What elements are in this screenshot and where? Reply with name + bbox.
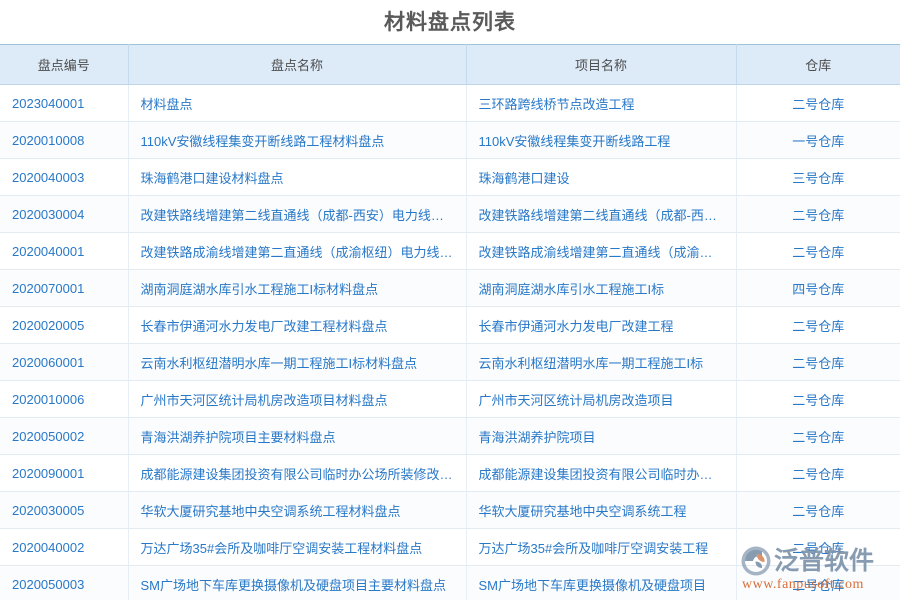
cell-code[interactable]: 2020040001 (0, 232, 129, 270)
cell-warehouse[interactable]: 二号仓库 (736, 565, 900, 600)
page-title: 材料盘点列表 (384, 10, 516, 34)
cell-project[interactable]: 湖南洞庭湖水库引水工程施工I标 (466, 269, 737, 307)
cell-project[interactable]: 华软大厦研究基地中央空调系统工程 (466, 491, 737, 529)
cell-code[interactable]: 2020010006 (0, 380, 129, 418)
column-header-code[interactable]: 盘点编号 (0, 44, 129, 85)
cell-warehouse[interactable]: 三号仓库 (736, 158, 900, 196)
table-row[interactable]: 2020090001 成都能源建设集团投资有限公司临时办公场所装修改… 成都能源建设… (0, 454, 900, 492)
cell-name[interactable]: 改建铁路线增建第二线直通线（成都-西安）电力线… (128, 195, 467, 233)
cell-code[interactable]: 2020090001 (0, 454, 129, 492)
cell-name[interactable]: 材料盘点 (128, 84, 467, 122)
cell-project[interactable]: 成都能源建设集团投资有限公司临时办公… (466, 454, 737, 492)
cell-name[interactable]: 改建铁路成渝线增建第二直通线（成渝枢纽）电力线… (128, 232, 467, 270)
cell-name[interactable]: 长春市伊通河水力发电厂改建工程材料盘点 (128, 306, 467, 344)
cell-code[interactable]: 2020010008 (0, 121, 129, 159)
cell-code[interactable]: 2020020005 (0, 306, 129, 344)
column-header-project[interactable]: 项目名称 (466, 44, 737, 85)
cell-warehouse[interactable]: 二号仓库 (736, 380, 900, 418)
table-row[interactable]: 2020040002 万达广场35#会所及咖啡厅空调安装工程材料盘点 万达广场35#… (0, 528, 900, 566)
column-header-warehouse[interactable]: 仓库 (736, 44, 900, 85)
cell-name[interactable]: 湖南洞庭湖水库引水工程施工I标材料盘点 (128, 269, 467, 307)
table-body: 2023040001 材料盘点 三环路跨线桥节点改造工程 二号仓库 2020010008… (0, 84, 900, 600)
table-header-row: 盘点编号 盘点名称 项目名称 仓库 (0, 44, 900, 85)
cell-code[interactable]: 2020050003 (0, 565, 129, 600)
table-row[interactable]: 2020020005 长春市伊通河水力发电厂改建工程材料盘点 长春市伊通河水力发电厂… (0, 306, 900, 344)
cell-project[interactable]: 珠海鹤港口建设 (466, 158, 737, 196)
table-row[interactable]: 2023040001 材料盘点 三环路跨线桥节点改造工程 二号仓库 (0, 84, 900, 122)
cell-warehouse[interactable]: 二号仓库 (736, 306, 900, 344)
cell-name[interactable]: 万达广场35#会所及咖啡厅空调安装工程材料盘点 (128, 528, 467, 566)
cell-project[interactable]: 青海洪湖养护院项目 (466, 417, 737, 455)
cell-warehouse[interactable]: 二号仓库 (736, 343, 900, 381)
cell-warehouse[interactable]: 二号仓库 (736, 417, 900, 455)
cell-project[interactable]: 110kV安徽线程集变开断线路工程 (466, 121, 737, 159)
cell-name[interactable]: 云南水利枢纽潜明水库一期工程施工I标材料盘点 (128, 343, 467, 381)
cell-warehouse[interactable]: 二号仓库 (736, 454, 900, 492)
cell-code[interactable]: 2020060001 (0, 343, 129, 381)
cell-code[interactable]: 2020040002 (0, 528, 129, 566)
cell-project[interactable]: 三环路跨线桥节点改造工程 (466, 84, 737, 122)
cell-project[interactable]: 长春市伊通河水力发电厂改建工程 (466, 306, 737, 344)
table-row[interactable]: 2020050002 青海洪湖养护院项目主要材料盘点 青海洪湖养护院项目 二号仓库 (0, 417, 900, 455)
cell-warehouse[interactable]: 二号仓库 (736, 232, 900, 270)
cell-project[interactable]: SM广场地下车库更换摄像机及硬盘项目 (466, 565, 737, 600)
cell-warehouse[interactable]: 二号仓库 (736, 491, 900, 529)
cell-name[interactable]: 广州市天河区统计局机房改造项目材料盘点 (128, 380, 467, 418)
cell-code[interactable]: 2020030005 (0, 491, 129, 529)
cell-name[interactable]: 珠海鹤港口建设材料盘点 (128, 158, 467, 196)
cell-project[interactable]: 万达广场35#会所及咖啡厅空调安装工程 (466, 528, 737, 566)
table-row[interactable]: 2020010006 广州市天河区统计局机房改造项目材料盘点 广州市天河区统计局机房… (0, 380, 900, 418)
cell-name[interactable]: 青海洪湖养护院项目主要材料盘点 (128, 417, 467, 455)
page-header: 材料盘点列表 (0, 0, 900, 44)
cell-code[interactable]: 2023040001 (0, 84, 129, 122)
cell-code[interactable]: 2020030004 (0, 195, 129, 233)
cell-name[interactable]: 成都能源建设集团投资有限公司临时办公场所装修改… (128, 454, 467, 492)
cell-project[interactable]: 改建铁路线增建第二线直通线（成都-西… (466, 195, 737, 233)
cell-warehouse[interactable]: 一号仓库 (736, 121, 900, 159)
cell-warehouse[interactable]: 四号仓库 (736, 269, 900, 307)
cell-warehouse[interactable]: 二号仓库 (736, 84, 900, 122)
table-row[interactable]: 2020070001 湖南洞庭湖水库引水工程施工I标材料盘点 湖南洞庭湖水库引水工程… (0, 269, 900, 307)
cell-code[interactable]: 2020040003 (0, 158, 129, 196)
cell-code[interactable]: 2020070001 (0, 269, 129, 307)
table-row[interactable]: 2020040001 改建铁路成渝线增建第二直通线（成渝枢纽）电力线… 改建铁路成渝… (0, 232, 900, 270)
cell-project[interactable]: 云南水利枢纽潜明水库一期工程施工I标 (466, 343, 737, 381)
cell-project[interactable]: 广州市天河区统计局机房改造项目 (466, 380, 737, 418)
cell-name[interactable]: 110kV安徽线程集变开断线路工程材料盘点 (128, 121, 467, 159)
table-row[interactable]: 2020030004 改建铁路线增建第二线直通线（成都-西安）电力线… 改建铁路线增… (0, 195, 900, 233)
cell-project[interactable]: 改建铁路成渝线增建第二直通线（成渝枢… (466, 232, 737, 270)
table-header: 盘点编号 盘点名称 项目名称 仓库 (0, 44, 900, 85)
cell-name[interactable]: SM广场地下车库更换摄像机及硬盘项目主要材料盘点 (128, 565, 467, 600)
table-row[interactable]: 2020050003 SM广场地下车库更换摄像机及硬盘项目主要材料盘点 SM广场地下… (0, 565, 900, 600)
table-row[interactable]: 2020010008 110kV安徽线程集变开断线路工程材料盘点 110kV安徽线程… (0, 121, 900, 159)
table-row[interactable]: 2020040003 珠海鹤港口建设材料盘点 珠海鹤港口建设 三号仓库 (0, 158, 900, 196)
cell-warehouse[interactable]: 二号仓库 (736, 195, 900, 233)
column-header-name[interactable]: 盘点名称 (128, 44, 467, 85)
cell-name[interactable]: 华软大厦研究基地中央空调系统工程材料盘点 (128, 491, 467, 529)
material-inventory-table: 盘点编号 盘点名称 项目名称 仓库 2023040001 材料盘点 三环路跨线桥节点… (0, 44, 900, 600)
cell-warehouse[interactable]: 二号仓库 (736, 528, 900, 566)
cell-code[interactable]: 2020050002 (0, 417, 129, 455)
table-row[interactable]: 2020030005 华软大厦研究基地中央空调系统工程材料盘点 华软大厦研究基地中央… (0, 491, 900, 529)
table-row[interactable]: 2020060001 云南水利枢纽潜明水库一期工程施工I标材料盘点 云南水利枢纽潜明… (0, 343, 900, 381)
